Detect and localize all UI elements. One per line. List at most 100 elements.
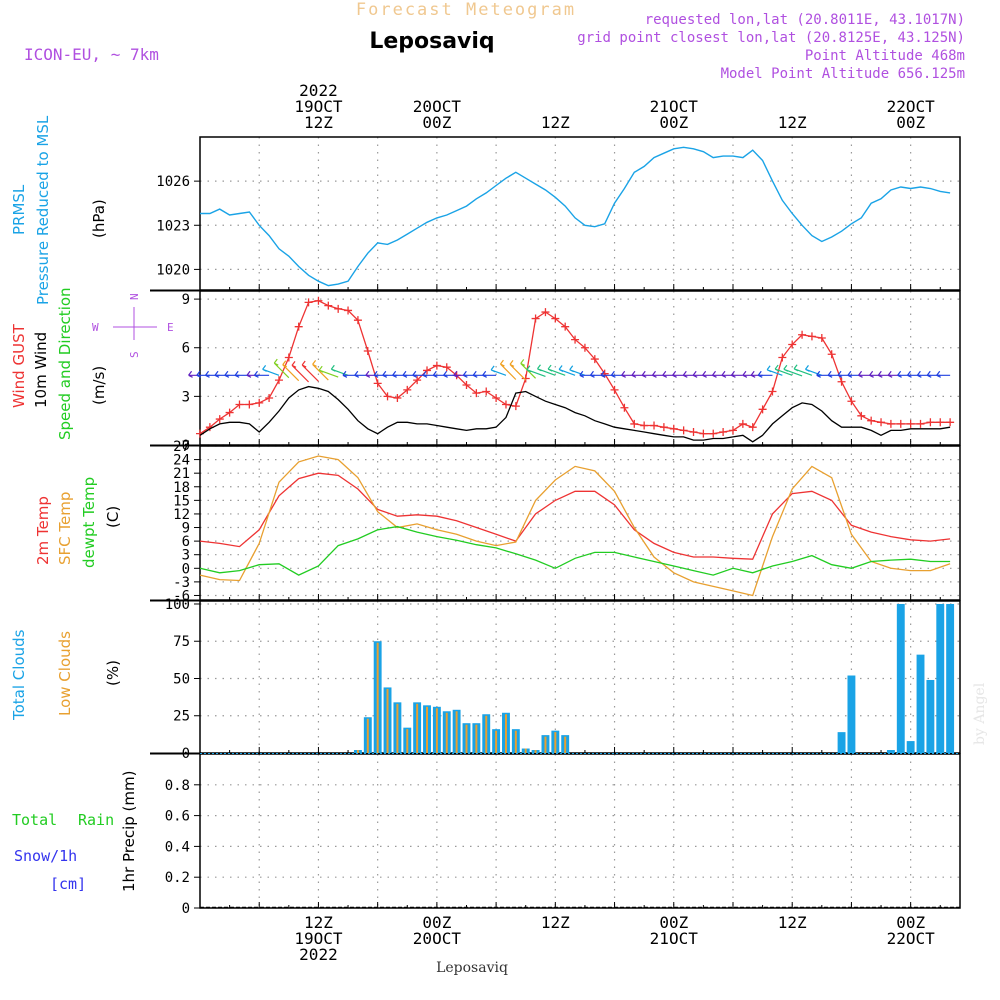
- time-axis-label: 22OCT: [887, 97, 936, 116]
- wind-gust-marker: [936, 418, 945, 427]
- low-cloud-bar: [475, 724, 478, 753]
- wind-gust-marker: [432, 361, 441, 370]
- time-axis-label: 00Z: [896, 113, 925, 132]
- wind-gust-marker: [521, 374, 530, 383]
- wind-arrow: [490, 365, 507, 376]
- wind-arrow: [774, 364, 793, 376]
- total-cloud-bar: [946, 603, 955, 753]
- point-altitude: Point Altitude 468m: [805, 48, 965, 64]
- temp-y-tick-label: 6: [182, 534, 190, 550]
- pressure-panel-labels: PRMSL Pressure Reduced to MSL (hPa): [10, 115, 108, 305]
- low-cloud-bar: [465, 724, 468, 753]
- compass-w: W: [92, 321, 99, 334]
- wind-gust-marker: [748, 423, 757, 432]
- prmsl-label: PRMSL: [10, 184, 28, 235]
- wind-gust-marker: [423, 366, 432, 375]
- wind-gust-marker: [472, 389, 481, 398]
- wind-arrow: [712, 370, 724, 378]
- wind-gust-marker: [738, 419, 747, 428]
- time-axis-label: 12Z: [541, 113, 570, 132]
- wind-gust-marker: [590, 355, 599, 364]
- low-cloud-bar: [544, 736, 547, 753]
- wind-gust-marker: [886, 419, 895, 428]
- wind-gust-marker: [827, 350, 836, 359]
- precip-y-tick-label: 0.2: [165, 870, 190, 886]
- wind-10m-line: [199, 385, 951, 443]
- wind-arrow: [499, 359, 517, 380]
- wind-gust-marker: [294, 322, 303, 331]
- wind-arrow: [936, 370, 951, 378]
- wind-gust-marker: [847, 397, 856, 406]
- wind-gust-marker: [511, 402, 520, 411]
- wind-gust-marker: [709, 429, 718, 438]
- wind-gust-marker: [215, 415, 224, 424]
- clouds-y-tick-label: 75: [173, 634, 190, 650]
- total-cloud-bar: [926, 679, 935, 753]
- wind-panel-frame: [199, 290, 961, 446]
- compass-n: N: [128, 293, 141, 300]
- wind-gust-marker: [877, 418, 886, 427]
- wind-arrow: [662, 370, 674, 378]
- wind-10m-label: 10m Wind: [32, 332, 50, 408]
- low-cloud-bar: [426, 706, 428, 753]
- wind-gust-marker: [344, 306, 353, 315]
- clouds-y-tick-label: 100: [165, 597, 190, 613]
- time-axis-label: 19OCT: [294, 929, 343, 948]
- wind-gust-marker: [363, 346, 372, 355]
- temp-2m-line: [199, 472, 951, 560]
- wind-arrow: [273, 358, 290, 379]
- total-cloud-bar: [936, 603, 945, 753]
- wind-gust-marker: [225, 408, 234, 417]
- wind-unit: (m/s): [90, 366, 108, 405]
- wind-arrow: [282, 360, 300, 382]
- wind-arrow: [721, 370, 733, 378]
- pressure-msl-label: Pressure Reduced to MSL: [34, 115, 52, 305]
- footer-location: Leposaviq: [436, 960, 508, 976]
- gridlines: [200, 137, 960, 909]
- wind-y-tick-label: 0: [182, 438, 190, 454]
- precip-panel-labels: Total Rain Snow/1h [cm] 1hr Precip (mm): [12, 771, 138, 893]
- wind-gust-marker: [571, 335, 580, 344]
- wind-arrow: [526, 365, 546, 378]
- wind-gust-marker: [817, 334, 826, 343]
- wind-gust-marker: [383, 392, 392, 401]
- wind-gust-marker: [640, 421, 649, 430]
- wind-gust-marker: [373, 379, 382, 388]
- pressure-y-tick-label: 1026: [156, 174, 190, 190]
- wind-gust-marker: [630, 419, 639, 428]
- wind-arrow: [312, 360, 329, 381]
- compass-icon: N S W E: [92, 293, 174, 358]
- wind-gust-marker: [946, 418, 955, 427]
- wind-gust-marker: [669, 424, 678, 433]
- wind-gust-marker: [314, 296, 323, 305]
- clouds-panel-frame: [199, 600, 961, 754]
- dewpt-temp-line: [199, 525, 951, 576]
- total-cloud-bar: [837, 732, 846, 753]
- time-axis-label: 12Z: [541, 913, 570, 932]
- time-axis-label: 00Z: [659, 113, 688, 132]
- sfc-temp-line: [199, 455, 951, 597]
- wind-gust-marker: [334, 304, 343, 313]
- rain-label: Rain: [78, 811, 114, 829]
- time-axis-label: 00Z: [659, 913, 688, 932]
- temp-panel-frame: [199, 445, 961, 601]
- wind-panel-labels: Wind GUST 10m Wind Speed and Direction (…: [10, 287, 174, 440]
- clouds-y-tick-label: 0: [182, 746, 190, 762]
- time-axis-label: 2022: [299, 945, 338, 964]
- wind-arrow: [354, 370, 368, 378]
- wind-arrow: [569, 365, 586, 376]
- time-axis-label: 12Z: [304, 913, 333, 932]
- time-axis-label: 2022: [299, 81, 338, 100]
- temp-y-tick-label: 15: [173, 493, 190, 509]
- temp-y-tick-label: 0: [182, 561, 190, 577]
- low-cloud-bar: [504, 714, 507, 753]
- wind-gust-marker: [403, 385, 412, 394]
- low-cloud-bar: [416, 703, 419, 753]
- requested-coords: requested lon,lat (20.8011E, 43.1017N): [645, 12, 965, 28]
- wind-gust-marker: [393, 393, 402, 402]
- low-cloud-bar: [495, 730, 498, 753]
- pressure-y-tick-label: 1023: [156, 218, 190, 234]
- wind-gust-marker: [867, 416, 876, 425]
